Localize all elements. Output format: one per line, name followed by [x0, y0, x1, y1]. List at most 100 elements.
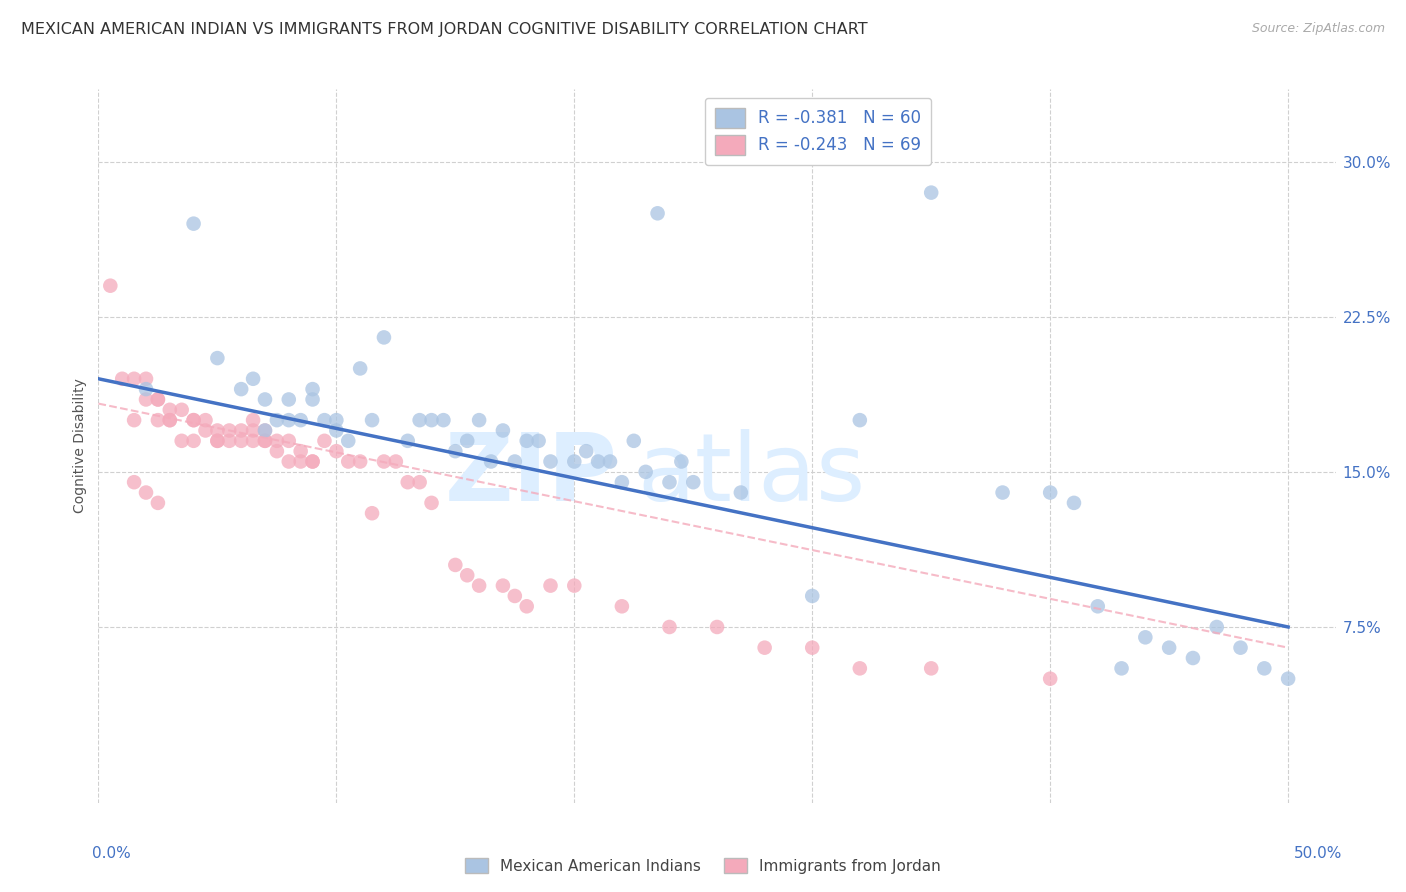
Point — [610, 475, 633, 490]
Text: 0.0%: 0.0% — [93, 846, 131, 861]
Point — [516, 434, 538, 448]
Point — [135, 485, 157, 500]
Point — [456, 568, 478, 582]
Point — [337, 454, 360, 468]
Point — [337, 434, 360, 448]
Point — [159, 413, 181, 427]
Point — [146, 413, 169, 427]
Point — [122, 372, 145, 386]
Point — [562, 454, 585, 468]
Point — [266, 434, 288, 448]
Point — [159, 413, 181, 427]
Point — [575, 444, 598, 458]
Point — [231, 424, 253, 438]
Point — [516, 599, 538, 614]
Point — [468, 413, 491, 427]
Point — [849, 413, 872, 427]
Legend: R = -0.381   N = 60, R = -0.243   N = 69: R = -0.381 N = 60, R = -0.243 N = 69 — [704, 97, 931, 165]
Point — [301, 454, 323, 468]
Point — [218, 434, 240, 448]
Text: MEXICAN AMERICAN INDIAN VS IMMIGRANTS FROM JORDAN COGNITIVE DISABILITY CORRELATI: MEXICAN AMERICAN INDIAN VS IMMIGRANTS FR… — [21, 22, 868, 37]
Point — [253, 424, 276, 438]
Point — [135, 382, 157, 396]
Point — [623, 434, 645, 448]
Point — [135, 392, 157, 407]
Point — [183, 217, 205, 231]
Point — [325, 413, 347, 427]
Point — [349, 454, 371, 468]
Point — [527, 434, 550, 448]
Point — [540, 579, 562, 593]
Point — [183, 413, 205, 427]
Point — [540, 454, 562, 468]
Point — [183, 434, 205, 448]
Legend: Mexican American Indians, Immigrants from Jordan: Mexican American Indians, Immigrants fro… — [458, 852, 948, 880]
Point — [1063, 496, 1085, 510]
Point — [290, 444, 312, 458]
Point — [492, 424, 515, 438]
Point — [849, 661, 872, 675]
Point — [920, 186, 942, 200]
Point — [135, 372, 157, 386]
Point — [1159, 640, 1181, 655]
Point — [242, 434, 264, 448]
Point — [658, 620, 681, 634]
Point — [194, 424, 217, 438]
Point — [146, 392, 169, 407]
Point — [408, 475, 430, 490]
Point — [231, 382, 253, 396]
Point — [492, 579, 515, 593]
Point — [647, 206, 669, 220]
Point — [146, 392, 169, 407]
Point — [242, 372, 264, 386]
Point — [277, 434, 299, 448]
Point — [361, 413, 384, 427]
Point — [194, 413, 217, 427]
Point — [801, 640, 824, 655]
Point — [658, 475, 681, 490]
Point — [1135, 630, 1157, 644]
Point — [325, 424, 347, 438]
Point — [242, 413, 264, 427]
Point — [1253, 661, 1275, 675]
Point — [671, 454, 693, 468]
Point — [920, 661, 942, 675]
Point — [408, 413, 430, 427]
Text: ZIP: ZIP — [446, 428, 619, 521]
Point — [1087, 599, 1109, 614]
Point — [385, 454, 408, 468]
Point — [1277, 672, 1299, 686]
Point — [277, 392, 299, 407]
Point — [183, 413, 205, 427]
Point — [146, 496, 169, 510]
Point — [706, 620, 728, 634]
Point — [562, 579, 585, 593]
Point — [349, 361, 371, 376]
Point — [610, 599, 633, 614]
Point — [754, 640, 776, 655]
Point — [503, 589, 526, 603]
Point — [373, 330, 395, 344]
Point — [122, 413, 145, 427]
Point — [159, 402, 181, 417]
Point — [586, 454, 609, 468]
Point — [231, 434, 253, 448]
Point — [1181, 651, 1204, 665]
Point — [290, 454, 312, 468]
Point — [479, 454, 502, 468]
Point — [266, 413, 288, 427]
Point — [325, 444, 347, 458]
Text: Source: ZipAtlas.com: Source: ZipAtlas.com — [1251, 22, 1385, 36]
Point — [1039, 672, 1062, 686]
Point — [301, 454, 323, 468]
Point — [396, 475, 419, 490]
Point — [301, 382, 323, 396]
Point — [253, 392, 276, 407]
Point — [207, 424, 229, 438]
Point — [207, 434, 229, 448]
Point — [444, 558, 467, 572]
Point — [396, 434, 419, 448]
Text: 50.0%: 50.0% — [1294, 846, 1341, 861]
Point — [432, 413, 454, 427]
Point — [98, 278, 121, 293]
